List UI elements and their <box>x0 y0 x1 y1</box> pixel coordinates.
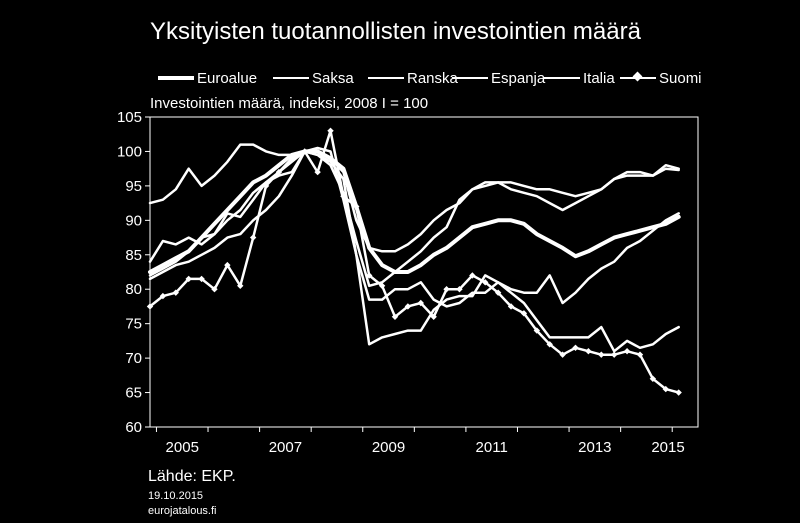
legend-swatch-italia <box>544 77 580 79</box>
series-line-italia <box>148 150 680 346</box>
y-tick-label-100: 100 <box>117 143 142 160</box>
site-name: eurojatalous.fi <box>148 505 217 517</box>
legend-label-espanja: Espanja <box>491 69 546 87</box>
legend-swatch-saksa <box>273 77 309 79</box>
series-point-suomi <box>340 193 347 200</box>
legend-label-euroalue: Euroalue <box>197 69 258 87</box>
legend-label-suomi: Suomi <box>659 69 702 87</box>
series-point-suomi <box>249 234 257 241</box>
series-point-suomi <box>224 261 231 269</box>
legend-label-italia: Italia <box>583 69 615 87</box>
series-point-suomi <box>366 272 373 279</box>
legend-item-euroalue: Euroalue <box>158 68 257 88</box>
series-point-suomi <box>610 351 618 358</box>
series-point-suomi <box>391 313 399 320</box>
series-point-suomi <box>585 348 592 355</box>
series-point-suomi <box>572 344 579 351</box>
legend-label-ranska: Ranska <box>407 69 458 87</box>
y-tick-label-75: 75 <box>125 316 142 333</box>
legend-item-ranska: Ranska <box>368 68 458 88</box>
chart-legend: Euroalue Saksa Ranska Espanja Italia Suo… <box>150 68 790 88</box>
series-point-suomi <box>327 127 334 134</box>
legend-swatch-espanja <box>452 77 488 79</box>
series-point-suomi <box>301 148 308 155</box>
y-tick-label-65: 65 <box>125 385 142 402</box>
series-point-suomi <box>417 299 424 307</box>
series-point-suomi <box>675 389 682 396</box>
series-line-ranska <box>148 143 680 253</box>
series-point-suomi <box>520 310 528 317</box>
publish-date: 19.10.2015 <box>148 490 204 502</box>
series-point-suomi <box>275 168 283 176</box>
series-point-suomi <box>559 351 566 358</box>
y-tick-label-105: 105 <box>117 109 142 126</box>
source-note: Lähde: EKP. <box>148 468 236 485</box>
series-point-suomi <box>662 385 669 393</box>
series-point-suomi <box>211 286 218 293</box>
legend-swatch-ranska <box>368 77 404 79</box>
series-point-suomi <box>262 182 270 190</box>
legend-item-italia: Italia <box>544 68 615 88</box>
series-point-suomi <box>507 303 515 310</box>
series-point-suomi <box>443 286 450 293</box>
series-point-suomi <box>172 289 179 296</box>
series-point-suomi <box>378 282 386 289</box>
series-point-suomi <box>636 351 644 358</box>
chart-subtitle: Investointien määrä, indeksi, 2008 I = 1… <box>150 95 429 112</box>
series-point-suomi <box>404 303 412 310</box>
x-tick-label-2009: 2009 <box>372 439 405 456</box>
series-line-suomi <box>148 129 680 394</box>
series-point-suomi <box>353 203 360 210</box>
chart-title: Yksityisten tuotannollisten investointie… <box>150 18 641 45</box>
series-point-suomi <box>314 168 321 176</box>
series-line-euroalue <box>148 149 681 274</box>
series-point-suomi <box>494 289 502 296</box>
series-point-suomi <box>159 292 167 300</box>
legend-label-saksa: Saksa <box>312 69 354 87</box>
legend-item-saksa: Saksa <box>273 68 354 88</box>
series-point-suomi <box>482 279 489 286</box>
series-point-suomi <box>469 272 476 279</box>
series-point-suomi <box>430 313 437 320</box>
y-tick-label-80: 80 <box>125 281 142 298</box>
series-point-suomi <box>649 375 657 382</box>
series-line-espanja <box>148 146 680 353</box>
y-tick-label-85: 85 <box>125 247 142 264</box>
y-tick-label-70: 70 <box>125 350 142 367</box>
series-point-suomi <box>456 286 463 293</box>
y-tick-label-90: 90 <box>125 212 142 229</box>
series-point-suomi <box>146 303 154 310</box>
legend-swatch-euroalue <box>158 76 194 80</box>
series-point-suomi <box>185 275 192 283</box>
series-point-suomi <box>237 282 244 289</box>
series-point-suomi <box>288 155 296 162</box>
series-point-suomi <box>598 351 605 358</box>
legend-swatch-suomi <box>620 71 656 82</box>
x-tick-label-2013: 2013 <box>578 439 611 456</box>
x-tick-label-2011: 2011 <box>476 439 508 456</box>
x-tick-label-2007: 2007 <box>269 439 302 456</box>
legend-item-suomi: Suomi <box>620 68 702 88</box>
series-point-suomi <box>623 348 631 355</box>
y-tick-label-60: 60 <box>125 419 142 436</box>
series-point-suomi <box>546 341 553 348</box>
y-tick-label-95: 95 <box>125 178 142 195</box>
series-line-saksa <box>148 150 680 288</box>
legend-item-espanja: Espanja <box>452 68 545 88</box>
x-tick-label-2015: 2015 <box>651 439 684 456</box>
series-point-suomi <box>533 327 541 334</box>
x-tick-label-2005: 2005 <box>166 439 199 456</box>
series-point-suomi <box>198 275 205 283</box>
